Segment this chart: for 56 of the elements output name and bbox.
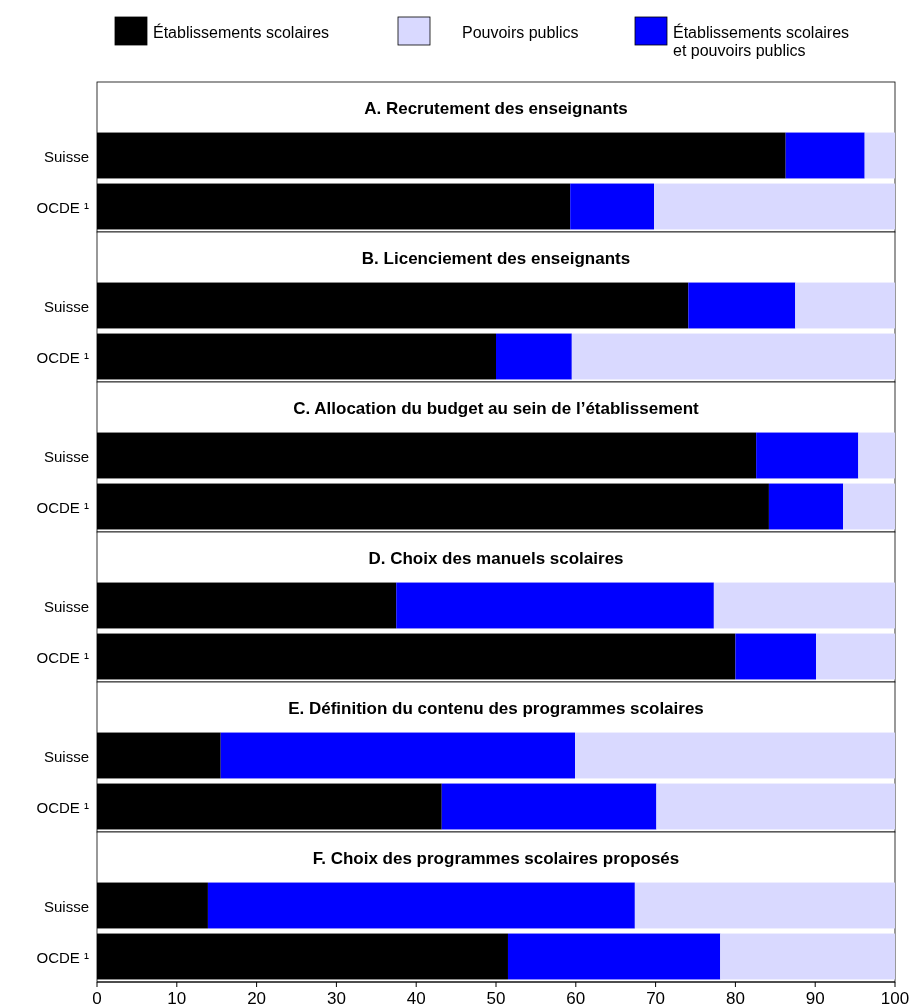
bar xyxy=(768,483,844,530)
bar xyxy=(756,432,859,479)
bar xyxy=(575,732,895,779)
bar xyxy=(656,783,895,830)
text: E. Définition du contenu des programmes scolaires xyxy=(288,699,704,718)
legend-label: Établissements scolaires et pouvoirs publics xyxy=(673,23,850,59)
bar xyxy=(507,933,721,980)
y-tick-label: Suisse xyxy=(43,447,89,465)
x-tick-label: 20 xyxy=(247,989,267,1005)
x-tick-label: 70 xyxy=(646,989,666,1005)
bar xyxy=(843,483,895,530)
legend-label: Pouvoirs publics xyxy=(462,24,579,41)
bar xyxy=(720,933,895,980)
text: D. Choix des manuels scolaires xyxy=(368,549,624,568)
x-tick-label: 90 xyxy=(805,989,825,1005)
legend-label: Établissements scolaires xyxy=(153,23,330,41)
x-tick-label: 50 xyxy=(486,989,506,1005)
y-tick-label: Suisse xyxy=(43,597,89,615)
text: F. Choix des programmes scolaires proposés xyxy=(312,849,680,868)
x-tick-label: 0 xyxy=(92,989,102,1005)
bar xyxy=(441,783,657,830)
y-tick-label: OCDE ¹ xyxy=(36,948,89,966)
bar xyxy=(207,882,635,929)
bar xyxy=(735,633,816,680)
x-tick-label: 80 xyxy=(725,989,745,1005)
bar xyxy=(688,282,796,329)
x-tick-label: 60 xyxy=(566,989,586,1005)
bar xyxy=(220,732,575,779)
y-tick-label: Suisse xyxy=(43,297,89,315)
bar xyxy=(571,333,895,380)
y-tick-label: Suisse xyxy=(43,147,89,165)
y-tick-label: OCDE ¹ xyxy=(36,198,89,216)
y-tick-label: Suisse xyxy=(43,747,89,765)
y-tick-label: OCDE ¹ xyxy=(36,798,89,816)
bar xyxy=(785,132,865,179)
text: C. Allocation du budget au sein de l’établissement xyxy=(293,399,700,418)
y-tick-label: OCDE ¹ xyxy=(36,348,89,366)
x-tick-label: 100 xyxy=(880,989,910,1005)
x-tick-label: 10 xyxy=(167,989,187,1005)
bar xyxy=(634,882,895,929)
y-tick-label: OCDE ¹ xyxy=(36,648,89,666)
text: A. Recrutement des enseignants xyxy=(364,99,628,118)
y-tick-label: Suisse xyxy=(43,897,89,915)
bar xyxy=(654,183,895,230)
bar xyxy=(496,333,572,380)
x-tick-label: 40 xyxy=(406,989,426,1005)
x-tick-label: 30 xyxy=(326,989,346,1005)
y-tick-label: OCDE ¹ xyxy=(36,498,89,516)
text: B. Licenciement des enseignants xyxy=(361,249,631,268)
bar xyxy=(570,183,654,230)
bar xyxy=(713,582,895,629)
bar xyxy=(816,633,895,680)
bar xyxy=(396,582,714,629)
bar xyxy=(864,132,895,179)
bar xyxy=(858,432,895,479)
bar xyxy=(795,282,895,329)
